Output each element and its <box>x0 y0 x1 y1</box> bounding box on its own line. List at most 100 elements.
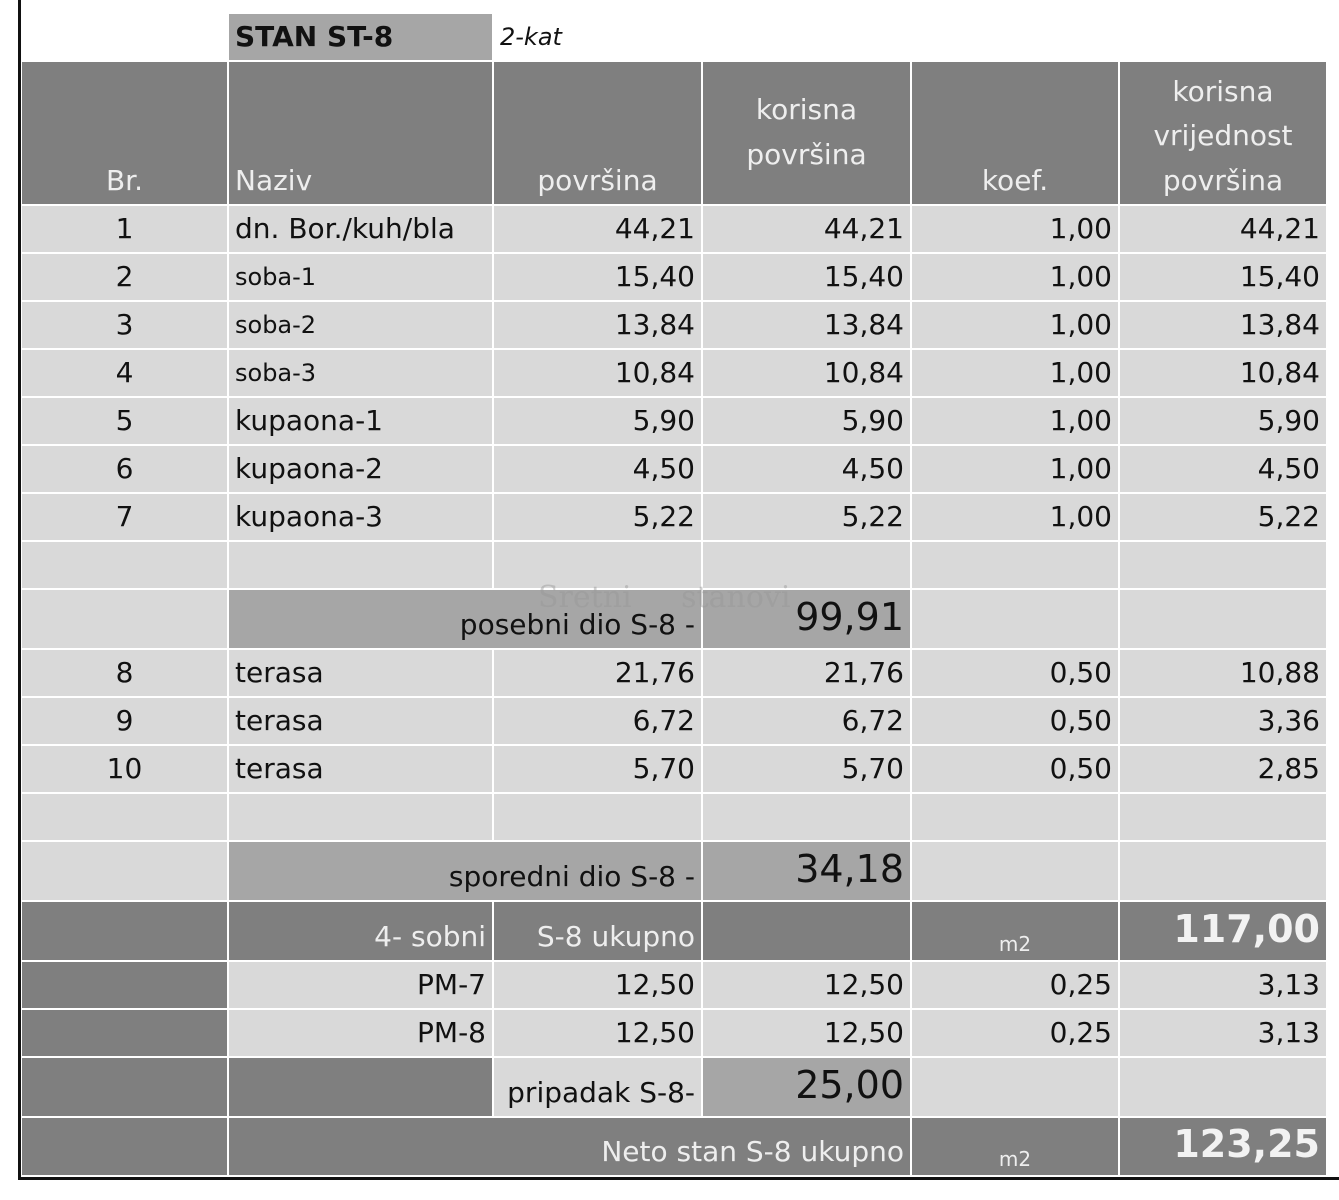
text: 5,90 <box>841 403 904 437</box>
subtotal-label: pripadak S-8- <box>494 1058 703 1118</box>
cell <box>22 842 229 902</box>
text: posebni dio S-8 - <box>459 608 695 642</box>
parking-cell: 12,50 <box>703 962 912 1010</box>
cell <box>22 962 229 1010</box>
cell <box>1120 542 1328 590</box>
data-cell: 21,76 <box>494 650 703 698</box>
data-cell: 6,72 <box>703 698 912 746</box>
text: 44,21 <box>614 211 695 245</box>
text: 6 <box>115 451 134 485</box>
data-cell: 44,21 <box>703 206 912 254</box>
text: 44,21 <box>823 211 904 245</box>
data-cell: 1 <box>22 206 229 254</box>
data-cell: 1,00 <box>912 446 1120 494</box>
parking-cell: 12,50 <box>494 962 703 1010</box>
column-header: korisna površina <box>703 62 912 206</box>
text: 15,40 <box>823 259 904 293</box>
subtotal-label: sporedni dio S-8 - <box>229 842 703 902</box>
text: 10,84 <box>614 355 695 389</box>
cell <box>22 794 229 842</box>
data-cell: 0,50 <box>912 698 1120 746</box>
data-cell: 4,50 <box>494 446 703 494</box>
text: 1,00 <box>1049 403 1112 437</box>
cell <box>229 542 494 590</box>
text: 12,50 <box>823 1015 904 1049</box>
data-cell: 1,00 <box>912 398 1120 446</box>
text: 10,84 <box>1239 355 1320 389</box>
text: 5,22 <box>1257 499 1320 533</box>
text: 4,50 <box>841 451 904 485</box>
data-cell: 44,21 <box>1120 206 1328 254</box>
text: terasa <box>235 655 324 689</box>
text: PM-8 <box>417 1015 486 1049</box>
data-cell: 1,00 <box>912 494 1120 542</box>
text: 8 <box>115 655 134 689</box>
data-cell: soba-3 <box>229 350 494 398</box>
data-cell: 1,00 <box>912 254 1120 302</box>
data-cell: 0,50 <box>912 650 1120 698</box>
data-cell: 3,36 <box>1120 698 1328 746</box>
data-cell: kupaona-2 <box>229 446 494 494</box>
text: 3,36 <box>1257 703 1320 737</box>
data-cell: 2,85 <box>1120 746 1328 794</box>
data-cell: 4 <box>22 350 229 398</box>
cell <box>229 1058 494 1118</box>
text: 5,70 <box>841 751 904 785</box>
data-cell: kupaona-1 <box>229 398 494 446</box>
text: 1,00 <box>1049 307 1112 341</box>
text: 12,50 <box>614 1015 695 1049</box>
data-cell: 6 <box>22 446 229 494</box>
subtotal-value: 34,18 <box>703 842 912 902</box>
data-cell: 10,84 <box>1120 350 1328 398</box>
column-header: Br. <box>22 62 229 206</box>
data-cell: 5,70 <box>494 746 703 794</box>
text: Neto stan S-8 ukupno <box>601 1135 904 1169</box>
text: 6,72 <box>632 703 695 737</box>
text: 1,00 <box>1049 355 1112 389</box>
text: 1,00 <box>1049 451 1112 485</box>
text: 3,13 <box>1257 967 1320 1001</box>
column-header: korisna vrijednost površina <box>1120 62 1328 206</box>
text: 10,84 <box>823 355 904 389</box>
data-cell: 6,72 <box>494 698 703 746</box>
text: terasa <box>235 751 324 785</box>
border-bottom <box>18 1177 1339 1180</box>
text: 3 <box>115 307 134 341</box>
data-cell: 1,00 <box>912 206 1120 254</box>
cell <box>22 1118 229 1177</box>
data-cell: 3 <box>22 302 229 350</box>
parking-cell: 0,25 <box>912 1010 1120 1058</box>
data-cell: 15,40 <box>703 254 912 302</box>
text: m2 <box>998 1147 1032 1171</box>
text: 5,90 <box>1257 403 1320 437</box>
border-left <box>18 0 21 1180</box>
text: soba-2 <box>235 310 317 339</box>
text: STAN ST-8 <box>235 19 394 53</box>
text: 117,00 <box>1173 907 1320 952</box>
text: 12,50 <box>823 967 904 1001</box>
net-label: Neto stan S-8 ukupno <box>229 1118 912 1177</box>
cell <box>912 542 1120 590</box>
rooms: 4- sobni <box>229 902 494 962</box>
text: 13,84 <box>1239 307 1320 341</box>
text: 123,25 <box>1173 1122 1320 1167</box>
text: 10 <box>106 751 143 785</box>
text: 15,40 <box>614 259 695 293</box>
text: 5,70 <box>632 751 695 785</box>
text: 6,72 <box>841 703 904 737</box>
column-header: koef. <box>912 62 1120 206</box>
parking-cell: PM-7 <box>229 962 494 1010</box>
watermark: Sretni stanovi <box>538 580 791 615</box>
data-cell: terasa <box>229 698 494 746</box>
text: 1,00 <box>1049 259 1112 293</box>
text: 4- sobni <box>374 920 486 954</box>
cell <box>912 842 1120 902</box>
cell <box>912 1058 1120 1118</box>
cell <box>229 794 494 842</box>
subtotal-label: posebni dio S-8 - <box>229 590 703 650</box>
text: 2,85 <box>1257 751 1320 785</box>
text: 13,84 <box>823 307 904 341</box>
data-cell: terasa <box>229 650 494 698</box>
parking-cell: 3,13 <box>1120 962 1328 1010</box>
